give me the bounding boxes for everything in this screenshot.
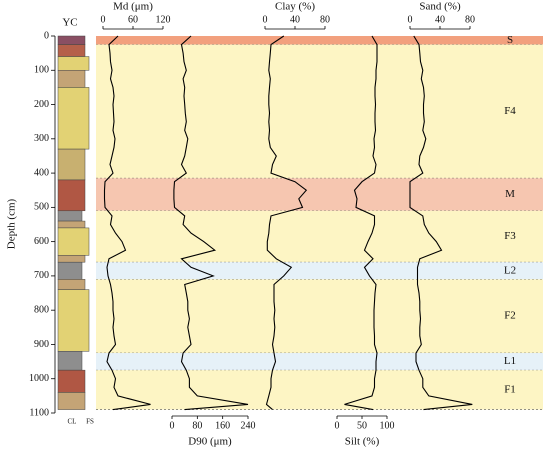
x-tick-label: 40 xyxy=(290,14,300,25)
y-tick-label: 0 xyxy=(44,30,49,41)
y-tick-label: 200 xyxy=(34,99,49,110)
profile-line xyxy=(265,35,308,411)
zone xyxy=(96,262,543,280)
x-axis-title: Md (μm) xyxy=(113,1,153,13)
x-tick-label: 0 xyxy=(170,420,175,431)
zone-label: F2 xyxy=(504,310,516,322)
zone-label: L1 xyxy=(504,355,516,367)
zone xyxy=(96,44,543,179)
x-tick-label: 0 xyxy=(101,14,106,25)
zone-label: F3 xyxy=(504,230,516,242)
y-tick-label: 100 xyxy=(34,65,49,76)
x-axis-title: D90 (μm) xyxy=(188,436,232,448)
column-tick-label: FS xyxy=(86,418,94,426)
zone xyxy=(96,36,543,45)
y-axis-title: Depth (cm) xyxy=(6,198,18,249)
x-tick-label: 100 xyxy=(380,420,395,431)
lithology-layer xyxy=(57,70,86,88)
zone xyxy=(96,178,543,211)
x-tick-label: 0 xyxy=(335,420,340,431)
lithology-layer xyxy=(57,261,83,280)
x-tick-label: 120 xyxy=(156,14,171,25)
zone-label: L2 xyxy=(504,264,516,276)
lithology-layer xyxy=(57,35,86,45)
lithology-layer xyxy=(57,179,86,212)
y-tick-label: 1100 xyxy=(29,407,49,418)
x-tick-label: 40 xyxy=(435,14,445,25)
x-tick-label: 80 xyxy=(192,420,202,431)
lithology-layer xyxy=(57,392,86,410)
x-tick-label: 240 xyxy=(241,420,256,431)
zone xyxy=(96,279,543,354)
lithology-layer xyxy=(57,220,86,229)
y-tick-label: 700 xyxy=(34,270,49,281)
y-tick-label: 900 xyxy=(34,339,49,350)
x-tick-label: 50 xyxy=(357,420,367,431)
lithology-layer xyxy=(57,351,83,371)
y-tick-label: 800 xyxy=(34,304,49,315)
lithology-layer xyxy=(57,289,90,352)
profile-line xyxy=(103,35,151,411)
lithology-layer xyxy=(57,227,90,256)
y-tick-label: 1000 xyxy=(29,373,49,384)
column-tick-label: CL xyxy=(68,418,77,426)
profile-line xyxy=(344,35,378,411)
lithology-layer xyxy=(57,44,86,57)
lithology-layer xyxy=(57,87,90,150)
y-tick-label: 600 xyxy=(34,236,49,247)
lithology-layer xyxy=(57,210,83,222)
zone xyxy=(96,353,543,371)
x-tick-label: 80 xyxy=(465,14,475,25)
y-tick-label: 300 xyxy=(34,133,49,144)
lithology-layer xyxy=(57,279,86,290)
lithology-layer xyxy=(57,255,86,263)
lithology-layer xyxy=(57,148,86,181)
zone xyxy=(96,370,543,410)
x-tick-label: 80 xyxy=(320,14,330,25)
zone-label: F4 xyxy=(504,105,516,117)
x-axis-title: Silt (%) xyxy=(345,436,380,448)
x-tick-label: 60 xyxy=(128,14,138,25)
y-tick-label: 500 xyxy=(34,202,49,213)
zone-label: F1 xyxy=(504,383,516,395)
x-tick-label: 0 xyxy=(408,14,413,25)
zone-label: S xyxy=(507,34,513,46)
x-tick-label: 160 xyxy=(215,420,230,431)
column-label: YC xyxy=(62,17,77,29)
profile-line xyxy=(409,35,473,411)
x-axis-title: Clay (%) xyxy=(275,1,315,13)
lithology-layer xyxy=(57,56,90,71)
x-axis-title: Sand (%) xyxy=(419,1,461,13)
y-tick-label: 400 xyxy=(34,167,49,178)
profile-line xyxy=(173,35,249,411)
x-tick-label: 0 xyxy=(263,14,268,25)
zone-label: M xyxy=(505,188,515,200)
zone xyxy=(96,210,543,263)
lithology-layer xyxy=(57,369,86,393)
